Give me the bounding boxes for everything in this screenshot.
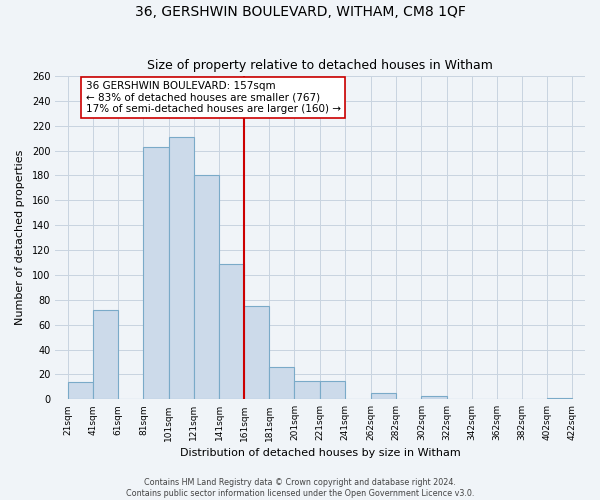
Bar [295,380,320,400]
Bar [219,264,244,400]
Bar [93,310,118,400]
Text: Contains HM Land Registry data © Crown copyright and database right 2024.
Contai: Contains HM Land Registry data © Crown c… [126,478,474,498]
Bar [371,393,397,400]
Bar [269,367,295,400]
Text: 36 GERSHWIN BOULEVARD: 157sqm
← 83% of detached houses are smaller (767)
17% of : 36 GERSHWIN BOULEVARD: 157sqm ← 83% of d… [86,81,341,114]
Bar [169,137,194,400]
Text: 36, GERSHWIN BOULEVARD, WITHAM, CM8 1QF: 36, GERSHWIN BOULEVARD, WITHAM, CM8 1QF [134,5,466,19]
Bar [244,306,269,400]
Bar [143,147,169,400]
X-axis label: Distribution of detached houses by size in Witham: Distribution of detached houses by size … [180,448,461,458]
Bar [320,380,345,400]
Bar [194,176,219,400]
Title: Size of property relative to detached houses in Witham: Size of property relative to detached ho… [147,59,493,72]
Bar [421,396,446,400]
Bar [547,398,572,400]
Y-axis label: Number of detached properties: Number of detached properties [15,150,25,326]
Bar [68,382,93,400]
